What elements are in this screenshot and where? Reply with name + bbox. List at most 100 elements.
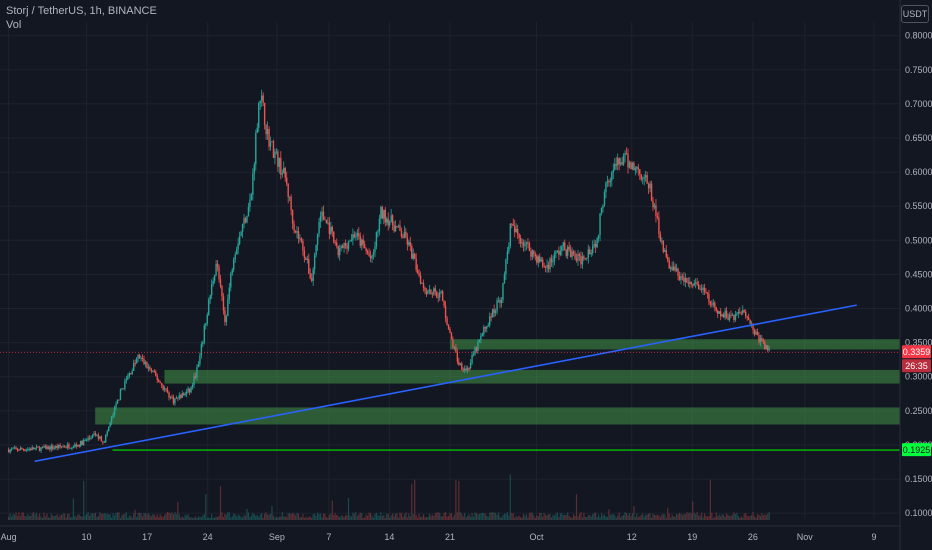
candle-body [322, 211, 325, 220]
candle-body [172, 397, 175, 404]
candle-body [144, 362, 147, 365]
volume-bar [555, 513, 557, 520]
volume-bar [724, 516, 726, 520]
candle-body [193, 375, 195, 385]
candle-body [274, 151, 276, 158]
volume-bar [570, 517, 572, 520]
volume-bar [228, 512, 230, 520]
volume-bar [325, 516, 328, 520]
candle-body [516, 228, 519, 235]
candle-body [649, 183, 651, 189]
volume-bar [730, 515, 732, 520]
volume-bar [542, 516, 544, 520]
candle-body [109, 422, 111, 427]
candle-body [521, 242, 523, 244]
x-tick-label: 19 [687, 532, 697, 542]
candle-body [728, 314, 731, 320]
candle-body [709, 301, 712, 305]
candle-body [643, 177, 645, 179]
volume-bar [284, 516, 286, 520]
currency-button[interactable]: USDT [901, 5, 929, 23]
candle-body [221, 286, 223, 297]
candle-body [349, 240, 351, 242]
candle-body [146, 362, 148, 369]
candle-body [13, 447, 16, 449]
volume-bar [153, 514, 155, 520]
volume-bar [459, 512, 461, 520]
candle-body [606, 181, 609, 183]
candle-body [547, 264, 550, 270]
volume-bar [558, 516, 560, 520]
volume-bar [68, 513, 70, 520]
volume-bar [194, 516, 197, 520]
volume-bar [312, 514, 314, 520]
volume-bar [630, 516, 632, 520]
volume-bar [266, 514, 269, 520]
volume-bar [236, 516, 238, 520]
candle-body [475, 347, 478, 351]
candle-body [180, 395, 182, 398]
candle-body [249, 199, 251, 208]
candle-body [536, 255, 538, 263]
volume-bar [234, 514, 236, 520]
volume-bar [343, 517, 345, 520]
y-tick-label: 0.2500 [905, 406, 932, 416]
x-tick-label: 10 [82, 532, 92, 542]
candle-body [271, 141, 273, 143]
volume-bar [331, 500, 333, 520]
volume-bar [592, 514, 594, 520]
candle-body [724, 310, 726, 318]
volume-bar [483, 512, 485, 520]
candle-body [258, 103, 260, 128]
candle-body [59, 444, 61, 447]
volume-bar [24, 515, 26, 520]
volume-bar [653, 514, 656, 520]
candle-body [34, 448, 36, 450]
volume-bar [571, 517, 573, 520]
volume-bar [433, 516, 435, 520]
candle-body [589, 249, 591, 255]
candle-body [624, 153, 626, 156]
volume-bar [436, 512, 438, 520]
volume-bar [264, 513, 266, 520]
volume-bar [687, 513, 689, 520]
volume-bar [674, 516, 676, 520]
volume-bar [540, 512, 542, 520]
volume-bar [618, 512, 620, 520]
volume-bar [250, 515, 252, 520]
candle-body [283, 167, 285, 174]
candle-body [149, 367, 151, 370]
volume-bar [709, 479, 711, 520]
candle-body [611, 172, 613, 181]
candle-body [200, 344, 203, 356]
candle-body [49, 446, 51, 450]
candle-body [299, 238, 301, 240]
candle-body [350, 240, 353, 241]
x-tick-label: 24 [203, 532, 213, 542]
volume-bar [590, 516, 592, 520]
volume-bar [162, 516, 164, 520]
candle-body [259, 100, 261, 104]
volume-bar [58, 517, 60, 520]
candle-body [212, 280, 214, 285]
volume-bar [509, 474, 511, 520]
volume-bar [464, 513, 466, 520]
support-zone [450, 339, 900, 350]
candle-body [725, 310, 728, 318]
volume-bar [549, 514, 551, 520]
candle-body [52, 445, 54, 449]
candle-body [199, 355, 201, 365]
volume-bar [287, 513, 289, 520]
candle-body [377, 231, 379, 233]
volume-bar [216, 516, 219, 520]
volume-bar [421, 516, 423, 520]
volume-bar [390, 515, 392, 520]
volume-bar [387, 513, 389, 520]
volume-bar [243, 514, 245, 520]
volume-bar [559, 513, 561, 520]
volume-bar [163, 515, 166, 520]
volume-bar [378, 516, 380, 520]
volume-bar [546, 515, 548, 520]
candle-body [764, 342, 766, 350]
